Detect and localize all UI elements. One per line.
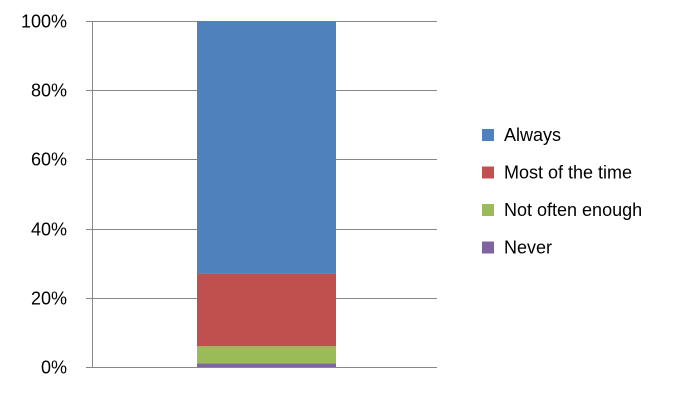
y-tick-label: 60% [31, 150, 67, 170]
legend-label-always: Always [504, 125, 561, 145]
bar-segment-never [197, 363, 336, 367]
bar-segment-always [197, 21, 336, 274]
legend-swatch-always [482, 129, 494, 141]
y-tick-label: 0% [41, 358, 67, 378]
y-tick-label: 40% [31, 220, 67, 240]
legend-swatch-never [482, 241, 494, 254]
y-tick-label: 20% [31, 289, 67, 309]
legend-swatch-not-often-enough [482, 204, 494, 216]
legend-label-not-often-enough: Not often enough [504, 200, 642, 220]
bar-stack [197, 21, 336, 367]
y-tick-label: 80% [31, 81, 67, 101]
y-tick-label: 100% [21, 12, 67, 32]
bar-segment-most-of-the-time [197, 273, 336, 347]
y-axis: 0% 20% 40% 60% 80% 100% [21, 12, 93, 378]
legend: Always Most of the time Not often enough Ne… [482, 125, 642, 258]
legend-label-never: Never [504, 238, 552, 258]
bar-segment-not-often-enough [197, 346, 336, 364]
legend-label-most-of-the-time: Most of the time [504, 163, 632, 183]
legend-swatch-most-of-the-time [482, 166, 494, 179]
